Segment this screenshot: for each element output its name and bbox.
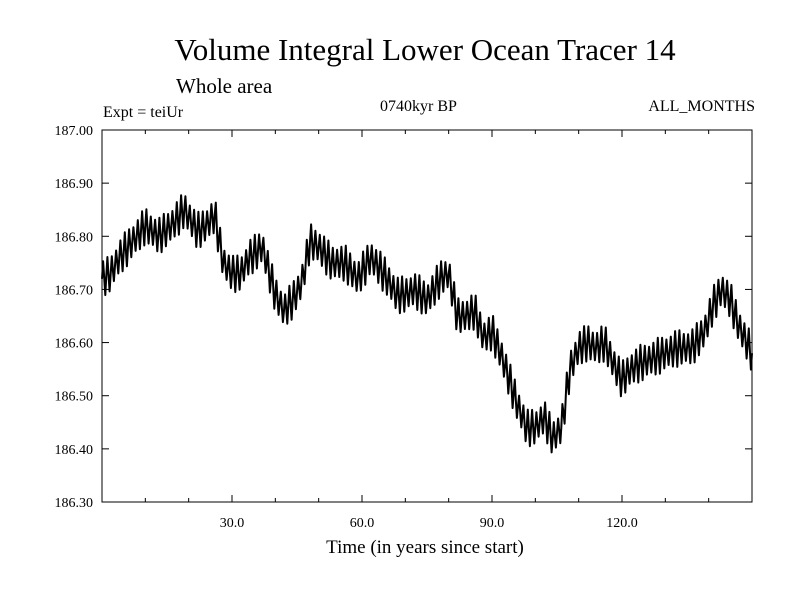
months-label: ALL_MONTHS — [648, 98, 755, 115]
y-tick-label: 186.90 — [55, 177, 94, 192]
period-label: 0740kyr BP — [380, 98, 457, 115]
y-tick-label: 186.30 — [55, 496, 94, 511]
x-tick-label: 30.0 — [220, 516, 245, 531]
x-tick-label: 120.0 — [606, 516, 638, 531]
chart-subtitle: Whole area — [176, 74, 273, 98]
y-tick-label: 186.60 — [55, 337, 94, 352]
plot-frame — [101, 129, 753, 503]
y-tick-label: 186.40 — [55, 443, 94, 458]
chart-title: Volume Integral Lower Ocean Tracer 14 — [174, 32, 676, 67]
y-tick-label: 186.70 — [55, 283, 94, 298]
series-line — [101, 194, 753, 454]
x-tick-label: 60.0 — [350, 516, 375, 531]
y-tick-label: 187.00 — [55, 124, 94, 139]
x-axis-title: Time (in years since start) — [326, 537, 524, 558]
x-tick-label: 90.0 — [480, 516, 505, 531]
y-tick-label: 186.50 — [55, 390, 94, 405]
y-tick-label: 186.80 — [55, 230, 94, 245]
experiment-label: Expt = teiUr — [103, 104, 184, 121]
